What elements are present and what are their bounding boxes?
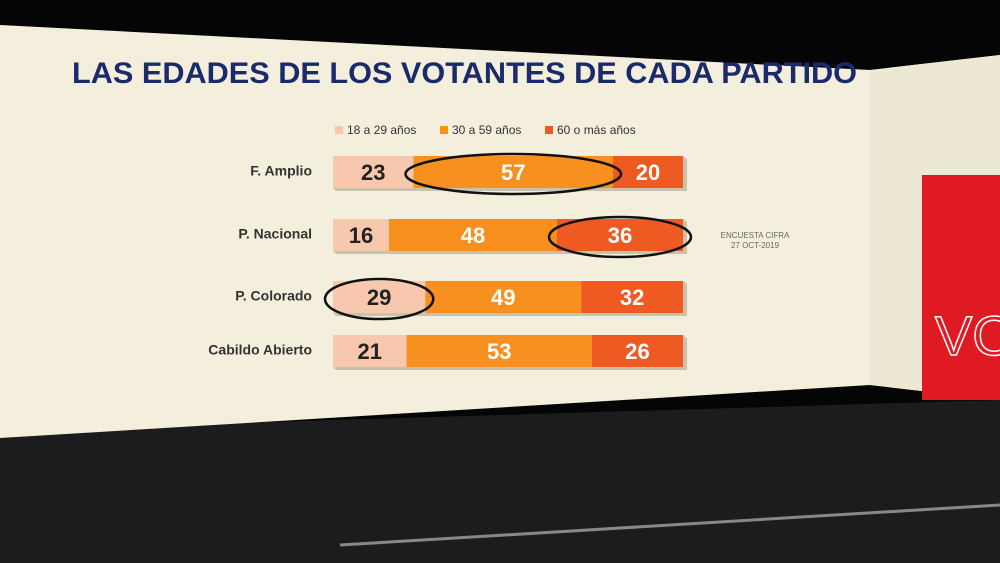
legend-label: 30 a 59 años	[452, 123, 521, 137]
value-label: 21	[358, 339, 382, 364]
value-label: 29	[367, 285, 391, 310]
bar-segment	[557, 219, 683, 251]
bar-segment	[425, 281, 582, 313]
value-label: 36	[608, 223, 632, 248]
category-label: Cabildo Abierto	[208, 342, 312, 358]
bar-segment	[413, 156, 613, 188]
legend-label: 60 o más años	[557, 123, 636, 137]
bar-segment	[389, 219, 557, 251]
bar-segment	[333, 281, 426, 313]
value-label: 16	[349, 223, 373, 248]
value-label: 49	[491, 285, 515, 310]
bar-segment	[333, 156, 414, 188]
category-label: P. Colorado	[235, 288, 312, 304]
bar-segment	[333, 219, 389, 251]
legend-swatch	[335, 126, 343, 134]
bar-segment	[333, 335, 407, 367]
chart-title: LAS EDADES DE LOS VOTANTES DE CADA PARTI…	[72, 57, 857, 90]
bar-segment	[613, 156, 683, 188]
red-panel	[922, 175, 1000, 400]
legend-label: 18 a 29 años	[347, 123, 416, 137]
value-label: 53	[487, 339, 511, 364]
bar-segment	[581, 281, 683, 313]
annotation: ENCUESTA CIFRA	[721, 231, 790, 240]
annotation: 27 OCT-2019	[731, 241, 780, 250]
category-label: F. Amplio	[250, 163, 312, 179]
value-label: 26	[625, 339, 649, 364]
value-label: 48	[461, 223, 485, 248]
highlight-circle	[323, 277, 435, 321]
category-label: P. Nacional	[238, 226, 312, 242]
legend-swatch	[440, 126, 448, 134]
legend-swatch	[545, 126, 553, 134]
highlight-circle	[404, 152, 623, 196]
highlight-circle	[547, 215, 693, 259]
value-label: 20	[636, 160, 660, 185]
value-label: 57	[501, 160, 525, 185]
value-label: 32	[620, 285, 644, 310]
value-label: 23	[361, 160, 385, 185]
bar-segment	[592, 335, 683, 367]
floor	[0, 400, 1000, 563]
bar-segment	[406, 335, 592, 367]
floor-line	[339, 503, 1000, 547]
panel-text: VO	[935, 304, 1000, 367]
